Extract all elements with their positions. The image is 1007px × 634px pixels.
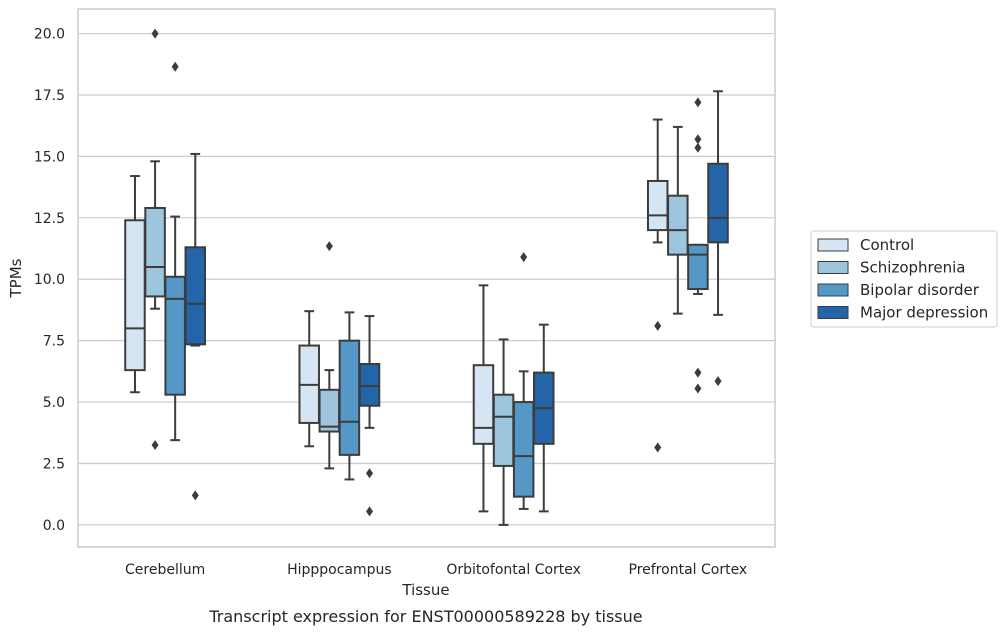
outlier-point <box>694 97 702 108</box>
outlier-point <box>714 376 722 387</box>
box-body <box>144 206 166 298</box>
outlier-point <box>151 440 159 451</box>
box-control <box>124 175 146 394</box>
box-major-depression <box>533 323 555 513</box>
y-tick-label: 20.0 <box>34 27 65 43</box>
legend: Control Schizophrenia Bipolar disorder Majo… <box>810 230 998 328</box>
box-body <box>646 179 669 232</box>
box-bipolar-disorder <box>164 61 186 442</box>
outlier-point <box>151 28 159 39</box>
box-body <box>707 162 729 244</box>
legend-label: Schizophrenia <box>860 259 965 277</box>
box-major-depression <box>358 315 381 517</box>
outlier-point <box>694 383 702 394</box>
legend-label: Control <box>860 236 914 254</box>
y-tick-label: 10.0 <box>34 272 65 288</box>
legend-swatch <box>817 306 849 319</box>
outlier-point <box>325 241 333 252</box>
outlier-point <box>694 134 702 145</box>
box-body <box>492 393 515 467</box>
box-bipolar-disorder <box>338 311 361 481</box>
legend-label: Major depression <box>860 304 988 322</box>
box-body <box>338 339 361 456</box>
plot-frame <box>77 8 776 548</box>
legend-swatch <box>817 283 849 297</box>
box-bipolar-disorder <box>512 252 535 510</box>
box-body <box>687 243 709 291</box>
box-body <box>184 246 207 346</box>
legend-swatch <box>817 261 849 274</box>
outlier-point <box>654 442 662 453</box>
x-axis-ticks: Cerebellum Hipppocampus Orbitofontal Corte… <box>125 562 747 578</box>
box-major-depression <box>184 152 207 501</box>
outlier-point <box>694 367 702 378</box>
y-axis-ticks: 0.0 2.5 5.0 7.5 10.0 12.5 15.0 17.5 20.0 <box>34 27 65 534</box>
x-tick-label: Hipppocampus <box>287 562 392 578</box>
plot-area <box>124 28 729 526</box>
outlier-point <box>520 252 528 263</box>
box-control <box>646 118 669 453</box>
y-tick-label: 7.5 <box>43 334 65 350</box>
legend-label: Bipolar disorder <box>860 281 980 299</box>
y-tick-label: 5.0 <box>43 395 65 411</box>
box-body <box>124 219 146 372</box>
x-tick-label: Cerebellum <box>125 562 205 578</box>
box-schizophrenia <box>492 338 515 526</box>
box-body <box>318 388 341 433</box>
box-bipolar-disorder <box>687 97 709 394</box>
outlier-point <box>694 142 702 153</box>
outlier-point <box>366 468 374 479</box>
box-control <box>472 284 495 513</box>
legend-frame <box>810 230 998 328</box>
y-axis-label: TPMs <box>7 258 25 298</box>
box-body <box>358 362 381 407</box>
x-tick-label: Orbitofontal Cortex <box>446 562 581 578</box>
chart-caption: Transcript expression for ENST0000058922… <box>208 607 642 626</box>
outlier-point <box>654 320 662 331</box>
box-schizophrenia <box>667 125 689 315</box>
y-tick-label: 2.5 <box>43 456 65 472</box>
y-tick-label: 12.5 <box>34 211 65 227</box>
box-body <box>667 194 689 256</box>
box-schizophrenia <box>318 241 341 470</box>
outlier-point <box>366 506 374 517</box>
box-control <box>298 310 320 448</box>
box-schizophrenia <box>144 28 166 451</box>
y-tick-label: 0.0 <box>43 518 65 534</box>
box-body <box>164 275 186 396</box>
outlier-point <box>191 490 199 501</box>
y-tick-label: 15.0 <box>34 149 65 165</box>
outlier-point <box>171 61 179 72</box>
y-tick-label: 17.5 <box>34 88 65 104</box>
box-body <box>472 364 495 445</box>
x-tick-label: Prefrontal Cortex <box>629 562 748 578</box>
box-body <box>512 401 535 498</box>
legend-swatch <box>817 238 849 252</box>
box-major-depression <box>707 90 729 387</box>
x-axis-label: Tissue <box>401 581 449 599</box>
